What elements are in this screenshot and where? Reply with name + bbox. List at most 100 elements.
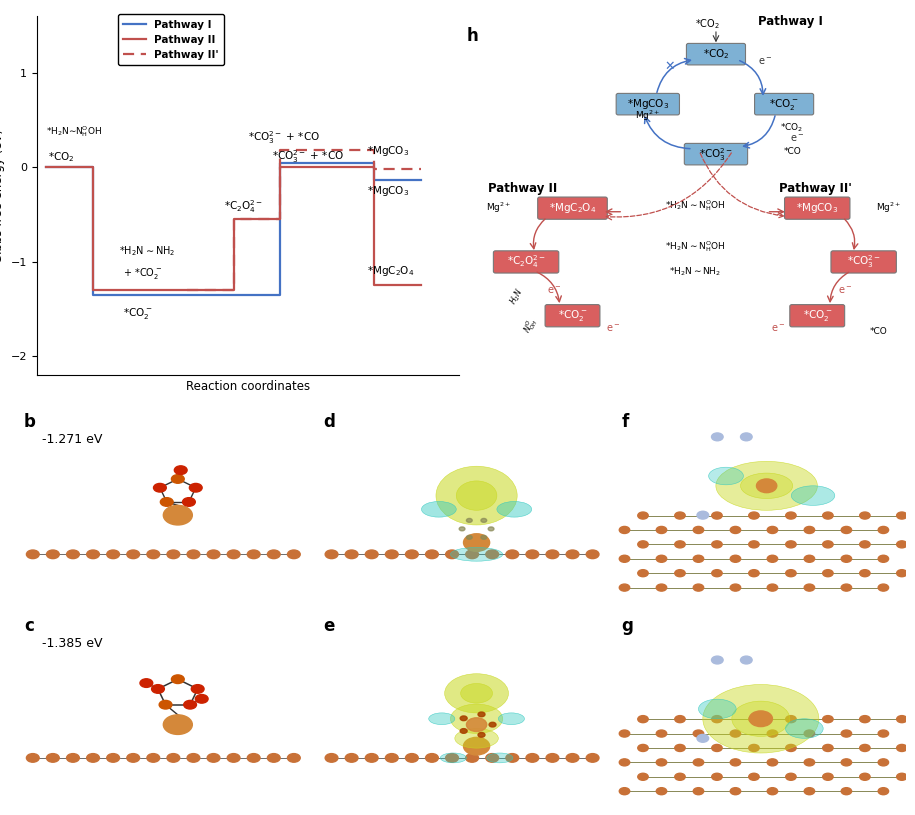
Circle shape [694, 730, 704, 737]
Circle shape [163, 715, 192, 734]
Circle shape [191, 685, 204, 694]
FancyBboxPatch shape [755, 94, 813, 115]
Circle shape [748, 773, 759, 780]
Circle shape [467, 518, 472, 522]
Circle shape [897, 716, 907, 723]
Circle shape [587, 754, 599, 762]
Text: *CO$_3^{2-}$: *CO$_3^{2-}$ [699, 146, 733, 162]
Circle shape [656, 526, 667, 534]
Circle shape [823, 570, 834, 577]
Circle shape [506, 550, 519, 558]
Circle shape [786, 512, 796, 519]
Circle shape [749, 711, 772, 727]
Circle shape [167, 550, 179, 558]
Circle shape [619, 759, 630, 766]
Circle shape [481, 518, 487, 522]
Text: e$^-$: e$^-$ [547, 285, 562, 296]
Text: *MgCO$_3$: *MgCO$_3$ [367, 183, 409, 198]
Ellipse shape [703, 685, 819, 753]
Circle shape [325, 550, 338, 558]
Circle shape [804, 787, 814, 795]
Circle shape [619, 787, 630, 795]
Circle shape [860, 541, 870, 548]
Text: *H$_2$N$\sim$N$^{\rm O}_{\rm H}$OH: *H$_2$N$\sim$N$^{\rm O}_{\rm H}$OH [664, 239, 725, 254]
Circle shape [860, 744, 870, 751]
Circle shape [345, 754, 358, 762]
Circle shape [467, 535, 472, 540]
Text: Pathway I: Pathway I [759, 15, 823, 29]
Circle shape [163, 505, 192, 525]
Circle shape [207, 754, 220, 762]
Text: e$^-$: e$^-$ [607, 323, 620, 334]
Circle shape [175, 466, 187, 474]
Text: *CO$_2^-$: *CO$_2^-$ [770, 97, 799, 112]
Circle shape [804, 584, 814, 591]
Circle shape [804, 555, 814, 562]
Circle shape [740, 433, 752, 441]
Text: *CO$_2$: *CO$_2$ [780, 121, 803, 134]
Circle shape [47, 754, 59, 762]
Circle shape [446, 754, 458, 762]
Circle shape [27, 754, 39, 762]
Circle shape [638, 541, 648, 548]
Circle shape [189, 483, 202, 492]
Ellipse shape [450, 704, 502, 734]
Circle shape [823, 716, 834, 723]
Circle shape [619, 730, 630, 737]
Circle shape [712, 656, 723, 664]
Text: e$^-$: e$^-$ [770, 323, 785, 334]
Circle shape [587, 550, 599, 558]
Text: e$^-$: e$^-$ [791, 133, 805, 143]
Circle shape [459, 527, 465, 531]
Circle shape [748, 570, 759, 577]
Text: Mg$^{2+}$: Mg$^{2+}$ [877, 201, 901, 215]
Ellipse shape [732, 701, 790, 737]
Ellipse shape [791, 486, 834, 505]
Circle shape [67, 754, 80, 762]
Text: -1.271 eV: -1.271 eV [41, 433, 102, 446]
Circle shape [267, 754, 280, 762]
Circle shape [466, 754, 479, 762]
Circle shape [478, 712, 485, 716]
Circle shape [619, 584, 630, 591]
Ellipse shape [457, 481, 497, 510]
Circle shape [694, 787, 704, 795]
FancyBboxPatch shape [784, 197, 850, 219]
Circle shape [878, 787, 888, 795]
Text: *H$_2$N$\sim$N$^{\rm O}_{\rm H}$OH: *H$_2$N$\sim$N$^{\rm O}_{\rm H}$OH [664, 198, 725, 213]
Circle shape [526, 754, 539, 762]
Text: *MgCO$_3$: *MgCO$_3$ [627, 97, 669, 111]
Circle shape [287, 754, 300, 762]
Circle shape [730, 584, 740, 591]
Text: c: c [24, 617, 34, 635]
Circle shape [730, 730, 740, 737]
Circle shape [167, 754, 179, 762]
Text: *C$_2$O$_4^{2-}$: *C$_2$O$_4^{2-}$ [507, 253, 545, 271]
Circle shape [841, 787, 852, 795]
Circle shape [656, 787, 667, 795]
Circle shape [897, 744, 907, 751]
Circle shape [182, 498, 195, 506]
Circle shape [748, 716, 759, 723]
Circle shape [860, 716, 870, 723]
Circle shape [107, 754, 120, 762]
Circle shape [345, 550, 358, 558]
Circle shape [740, 656, 752, 664]
Text: *H$_2$N$\!\sim\!\!$N$^{\rm O}_{\rm H}$OH: *H$_2$N$\!\sim\!\!$N$^{\rm O}_{\rm H}$OH [46, 124, 102, 139]
Circle shape [619, 555, 630, 562]
Circle shape [656, 584, 667, 591]
Circle shape [638, 716, 648, 723]
Circle shape [638, 773, 648, 780]
Text: -1.385 eV: -1.385 eV [41, 637, 102, 650]
Circle shape [526, 550, 539, 558]
Circle shape [247, 754, 260, 762]
Text: *CO$_2$: *CO$_2$ [703, 47, 729, 61]
Circle shape [489, 527, 494, 531]
Circle shape [154, 483, 167, 492]
Circle shape [841, 759, 852, 766]
Text: e$^-$: e$^-$ [838, 285, 853, 296]
Text: Pathway II: Pathway II [488, 182, 557, 195]
Circle shape [730, 759, 740, 766]
Circle shape [546, 754, 559, 762]
Circle shape [841, 584, 852, 591]
